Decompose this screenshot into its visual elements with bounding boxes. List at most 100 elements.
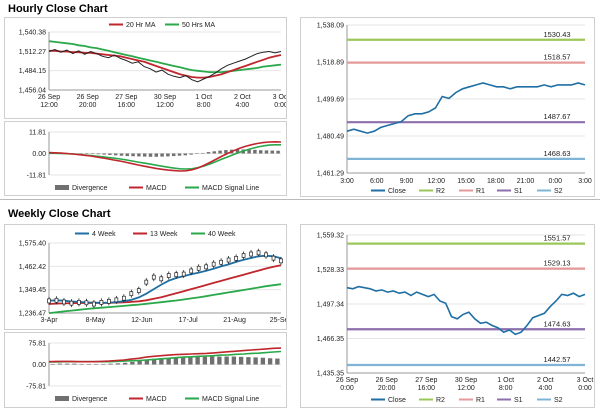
divergence-bar — [50, 363, 55, 365]
candle-body — [249, 251, 253, 257]
candle-body — [279, 258, 283, 264]
candle-body — [62, 299, 66, 305]
candle-body — [196, 265, 201, 271]
x-tick-label: 0:00 — [548, 178, 562, 185]
candle-body — [189, 268, 194, 274]
candle-body — [226, 257, 231, 263]
divergence-bar — [122, 362, 128, 365]
x-tick-label: 2 Oct — [234, 94, 251, 101]
price-line — [48, 48, 282, 83]
x-tick-label: 0:00 — [274, 102, 286, 109]
candle-body — [271, 255, 276, 261]
divergence-bar — [131, 153, 135, 157]
divergence-bar — [195, 153, 199, 154]
level-label-r2: 1551.57 — [543, 234, 570, 243]
divergence-bar — [238, 356, 244, 365]
x-tick-label: 21:00 — [517, 178, 535, 185]
candle-body — [121, 295, 126, 301]
x-tick-label: 17-Jul — [179, 317, 199, 324]
y-tick-label: 1,518.89 — [317, 60, 344, 67]
y-tick-label: 1,236.47 — [19, 311, 46, 318]
x-tick-label: 9:00 — [400, 178, 414, 185]
macd-line — [48, 140, 282, 172]
y-tick-label: 1,575.40 — [19, 241, 46, 248]
y-tick-label: 1,480.49 — [317, 134, 344, 141]
candle-body — [69, 300, 74, 306]
divergence-bar — [224, 150, 228, 154]
candle-body — [159, 276, 164, 282]
divergence-bar — [189, 153, 193, 155]
level-label-s1: 1474.63 — [543, 319, 570, 328]
candle-body — [84, 300, 89, 306]
divergence-bar — [253, 149, 257, 154]
x-tick-label: 6:00 — [370, 178, 384, 185]
divergence-bar — [206, 152, 211, 154]
legend-r2: R2 — [436, 188, 445, 195]
x-tick-label: 3:00 — [578, 178, 592, 185]
divergence-bar — [253, 357, 258, 365]
legend-macd-signal: MACD Signal Line — [202, 396, 259, 403]
divergence-bar — [177, 153, 182, 156]
divergence-bar — [202, 356, 208, 365]
candle-body — [107, 298, 111, 304]
divergence-bar — [144, 359, 150, 365]
y-tick-label: 1,462.42 — [19, 264, 46, 271]
level-label-s2: 1442.57 — [543, 355, 570, 364]
x-tick-label: 27 Sep — [115, 94, 137, 101]
weekly-macd-panel: 75.81 0.00 -75.81 Divergence MACD MACD Signal… — [4, 332, 287, 408]
divergence-bar — [188, 357, 193, 365]
x-tick-label: 3 Oct — [273, 94, 286, 101]
y-tick-label: 1,497.34 — [317, 302, 344, 309]
divergence-bar — [180, 357, 186, 365]
candle-body — [136, 288, 141, 293]
divergence-bar — [90, 153, 95, 155]
y-tick-label: 1,484.15 — [19, 68, 46, 75]
divergence-bar — [173, 357, 179, 365]
x-tick-label: 26 Sep — [38, 94, 60, 101]
hourly-macd-chart: 11.81 0.00 -11.81 Divergence MACD MACD Signal… — [27, 130, 282, 192]
weekly-price-panel: 1,575.40 1,462.42 1,349.45 1,236.47 3-Apr 8-M… — [4, 224, 293, 330]
divergence-bar — [115, 363, 121, 365]
candle-body — [234, 256, 238, 261]
hourly-macd-panel: 11.81 0.00 -11.81 Divergence MACD MACD Signal… — [4, 121, 287, 196]
divergence-bar — [142, 153, 147, 157]
x-tick-label: 12:00 — [457, 385, 475, 392]
candle-body — [47, 298, 51, 304]
close-line — [346, 285, 586, 336]
candle-body — [204, 264, 209, 270]
x-tick-label: 4:00 — [236, 102, 250, 109]
x-tick-label: 1 Oct — [195, 94, 212, 101]
legend-r2: R2 — [436, 397, 445, 404]
weekly-price-chart: 1,575.40 1,462.42 1,349.45 1,236.473-Apr 8-M… — [19, 231, 293, 324]
x-tick-label: 12:00 — [427, 178, 445, 185]
candle-body — [211, 261, 216, 267]
x-tick-label: 26 Sep — [77, 94, 99, 101]
legend-close: Close — [388, 397, 406, 404]
y-tick-label: 1,461.29 — [317, 171, 344, 178]
legend-macd-signal: MACD Signal Line — [202, 185, 259, 192]
legend-divergence-swatch — [55, 185, 69, 190]
divergence-bar — [231, 356, 237, 365]
y-tick-label: 1,435.35 — [317, 371, 344, 378]
divergence-bar — [276, 150, 280, 154]
level-label-s2: 1468.63 — [543, 149, 570, 158]
x-tick-label: 30 Sep — [154, 94, 176, 101]
divergence-bar — [195, 356, 200, 365]
divergence-bar — [57, 363, 63, 365]
hourly-section-title: Hourly Close Chart — [8, 3, 108, 15]
divergence-bar — [160, 153, 164, 157]
divergence-bar — [270, 150, 275, 154]
x-tick-label: 8-May — [86, 317, 106, 324]
divergence-bar — [79, 363, 84, 365]
legend-s1: S1 — [514, 188, 523, 195]
divergence-bar — [247, 149, 251, 154]
level-label-r1: 1518.57 — [543, 53, 570, 62]
legend-divergence: Divergence — [72, 185, 108, 192]
divergence-bar — [260, 357, 266, 365]
divergence-bar — [113, 153, 118, 156]
x-tick-label: 20:00 — [79, 102, 97, 109]
divergence-bar — [108, 363, 113, 365]
divergence-bar — [96, 153, 101, 155]
x-tick-label: 25-Sep — [270, 317, 286, 324]
divergence-bar — [79, 153, 83, 154]
